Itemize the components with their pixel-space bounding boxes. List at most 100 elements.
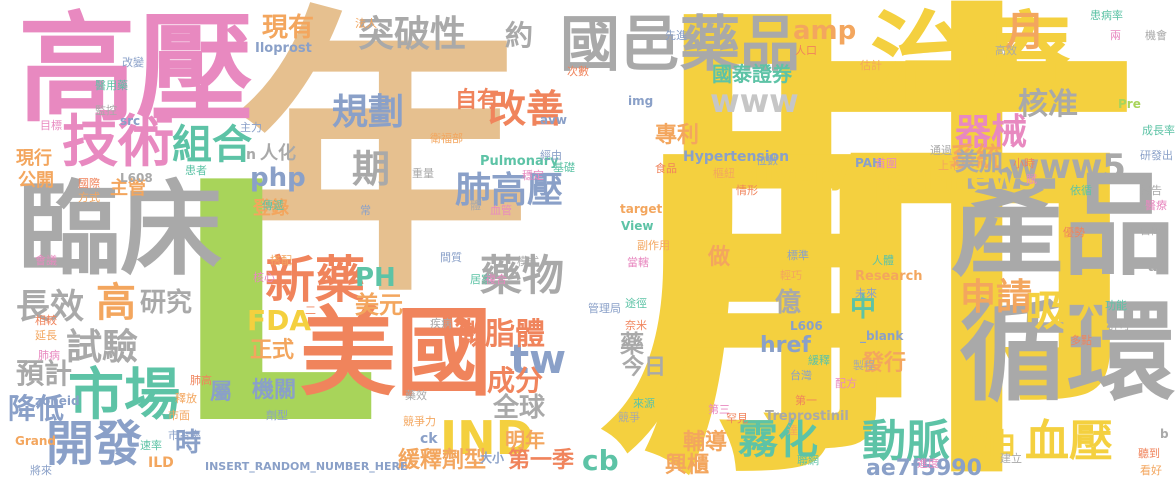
word-34: 霧化 (738, 417, 818, 463)
word-76: 登錄 (253, 198, 289, 219)
small-word-68: 緩釋 (808, 354, 830, 367)
small-word-89: 優勢 (1063, 226, 1085, 239)
word-45: tw (510, 337, 567, 383)
word-54: 美元 (355, 291, 403, 319)
word-82: INSERT_RANDOM_NUMBER_HERE (205, 460, 408, 473)
word-66: 明年 (505, 428, 545, 452)
small-word-3: 機會 (1145, 29, 1167, 42)
word-28: 改善 (488, 87, 565, 131)
small-word-51: 許可 (1108, 319, 1130, 332)
word-63: 機關 (252, 378, 297, 403)
small-word-58: 當轄 (627, 256, 649, 269)
small-word-42: 延長 (35, 329, 57, 342)
word-40: 長效 (16, 287, 84, 327)
word-37: 系統 (950, 143, 1003, 173)
small-word-47: 二 (305, 304, 316, 317)
small-word-88: 賦 (1026, 173, 1037, 186)
small-word-23: 食品 (655, 162, 677, 175)
small-word-8: 醫用藥 (95, 79, 128, 92)
word-41: 研究 (140, 288, 193, 318)
word-64: 緩釋劑型 (398, 448, 487, 473)
word-72: 發行 (862, 351, 907, 376)
word-49: cb (582, 444, 619, 477)
word-68: 輔導 (683, 430, 728, 455)
word-92: 大小 (480, 451, 505, 465)
word-29: www (710, 82, 799, 120)
word-25: 藥物 (480, 251, 565, 300)
word-99: _blank (860, 329, 904, 343)
word-15: 新藥 (265, 251, 365, 309)
word-11: 技術 (62, 110, 174, 175)
small-word-48: 輕巧 (780, 269, 802, 282)
word-21: 組合 (172, 122, 252, 168)
small-word-37: 標準 (787, 249, 809, 262)
small-word-14: 基礎 (553, 161, 575, 174)
word-31: 吸入 (1025, 286, 1110, 335)
small-word-65: 奈米 (625, 319, 647, 332)
word-60: 國泰證券 (712, 62, 792, 86)
word-47: 成分 (487, 364, 544, 397)
word-0: 肺 (640, 0, 1140, 482)
word-14: 高 (96, 280, 136, 326)
word-42: 降低 (8, 392, 65, 425)
small-word-43: 間質 (440, 251, 462, 264)
small-word-84: 看好 (1140, 464, 1162, 477)
small-word-15: 通過 (930, 144, 952, 157)
word-67: 興櫃 (665, 453, 710, 478)
word-1: 月 (600, 113, 930, 482)
small-word-64: 複合 (485, 273, 507, 286)
word-5: 治療 (870, 1, 1070, 118)
small-word-44: 居家 (470, 273, 492, 286)
word-58: amp (793, 16, 857, 46)
word-100: Pre (1118, 97, 1141, 111)
word-94: img (628, 94, 654, 108)
word-13: 開發 (46, 416, 143, 472)
small-word-12: 衛福部 (430, 132, 463, 145)
word-96: avw (540, 113, 568, 127)
small-word-16: 首圍 (875, 157, 897, 170)
word-19: 突破性 (358, 14, 467, 55)
small-word-56: 途徑 (625, 297, 647, 310)
small-word-82: 進度 (917, 457, 939, 470)
small-word-79: 將來 (30, 464, 52, 477)
small-word-13: 經由 (540, 149, 562, 162)
small-word-2: 患病率 (1090, 9, 1123, 22)
word-43: 預計 (16, 357, 73, 390)
word-56: 億 (775, 288, 802, 318)
small-word-24: 樞紐 (713, 167, 735, 180)
small-word-40: 會議 (35, 254, 57, 267)
word-4: 高壓 (18, 0, 255, 138)
small-word-18: 上市 (938, 159, 960, 172)
small-word-60: 市面 (168, 409, 190, 422)
word-61: 專利 (655, 123, 700, 148)
small-word-25: 位數 (756, 154, 778, 167)
word-95: src (120, 114, 141, 128)
word-69: 藥 (620, 330, 644, 358)
word-78: 公開 (18, 170, 54, 191)
small-word-1: 先進 (665, 29, 687, 42)
word-35: delivery (712, 157, 849, 192)
word-18: www5 (1008, 147, 1126, 187)
word-80: 月 (1005, 9, 1045, 55)
small-word-20: 患者 (185, 164, 207, 177)
word-53: PH (355, 263, 396, 293)
word-26: 器械 (955, 112, 1028, 153)
word-77: 人化 (260, 143, 296, 164)
word-104: b (1160, 427, 1169, 441)
small-word-41: 相較 (35, 314, 57, 327)
small-word-86: 成長率 (1142, 124, 1175, 137)
small-word-45: 模式 (517, 255, 539, 268)
word-9: 美國 (300, 297, 492, 409)
small-word-57: 疾病 (430, 317, 452, 330)
word-65: 第一季 (508, 448, 575, 473)
word-16: IND (440, 411, 534, 465)
small-word-46: 核心 (253, 271, 275, 284)
small-word-74: 來源 (633, 397, 655, 410)
word-74: 主管 (110, 178, 146, 199)
word-2: 年 (230, 0, 530, 332)
small-word-31: 常 (360, 204, 371, 217)
small-word-66: 競爭力 (403, 415, 436, 428)
small-word-30: 方式 (78, 191, 100, 204)
word-7: 產品 (951, 161, 1175, 291)
small-word-32: 傳遞 (262, 199, 284, 212)
